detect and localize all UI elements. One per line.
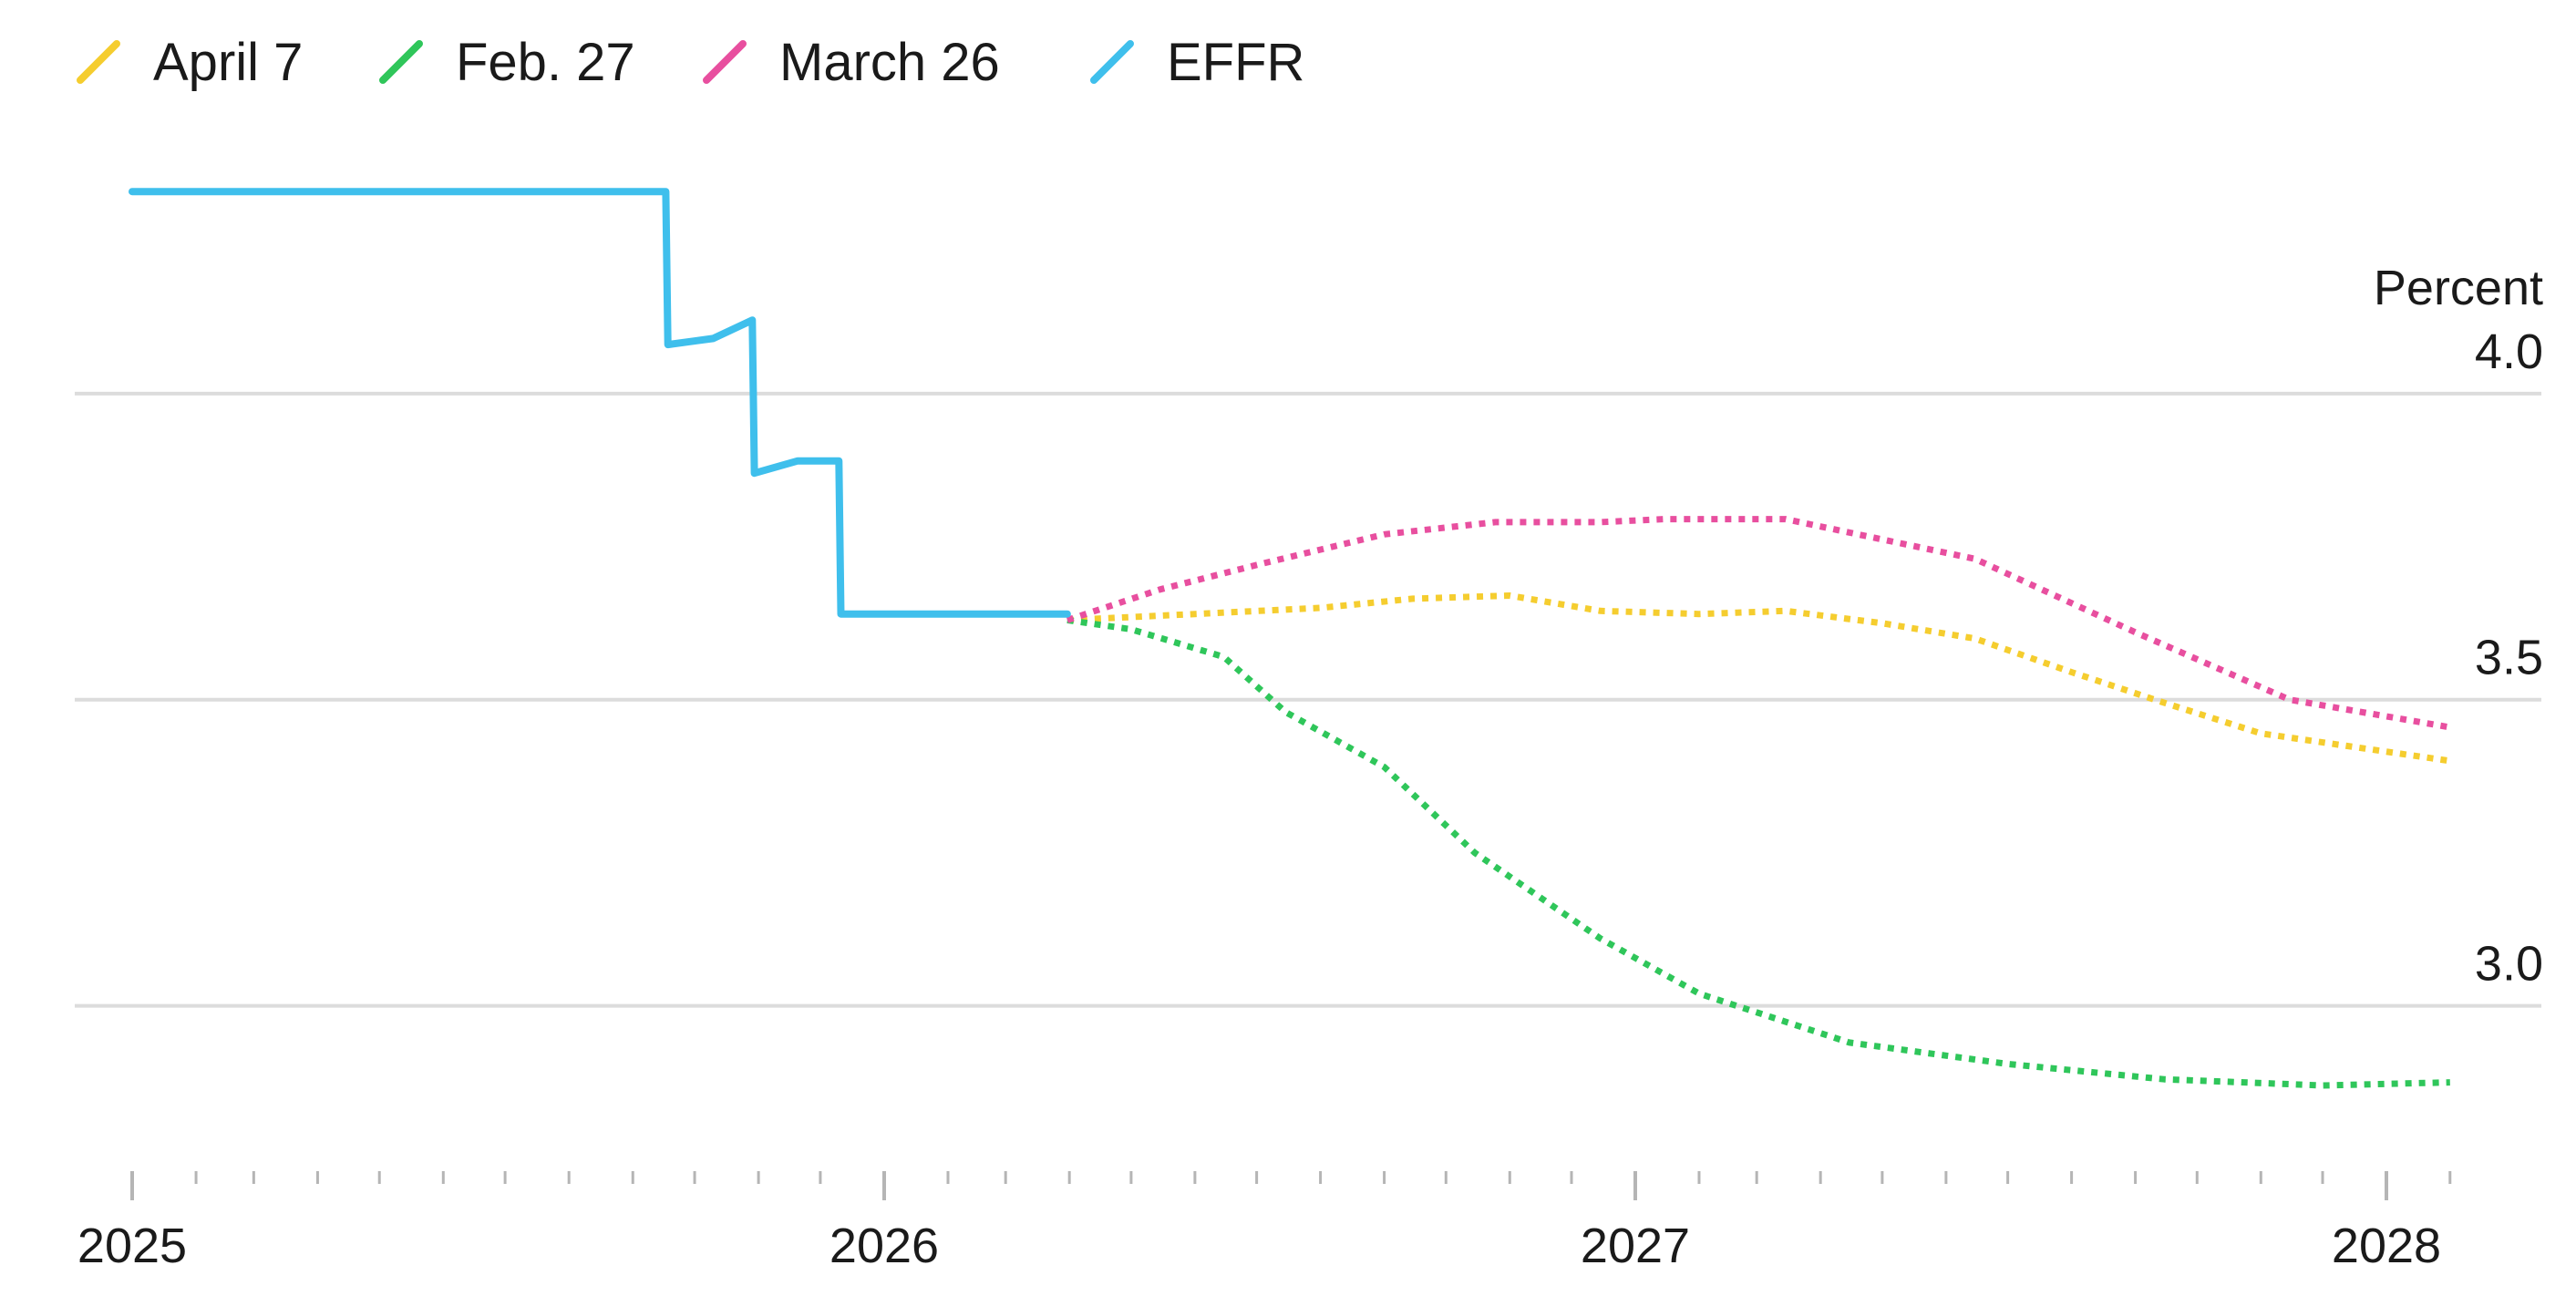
legend-swatch bbox=[379, 40, 423, 84]
x-tick-label: 2028 bbox=[2332, 1219, 2441, 1273]
legend-swatch bbox=[1090, 40, 1134, 84]
chart-legend: April 7 Feb. 27 March 26 EFFR bbox=[77, 33, 1304, 92]
gridlines bbox=[75, 391, 2541, 1008]
legend-label: Feb. 27 bbox=[456, 33, 635, 92]
x-tick-label: 2026 bbox=[829, 1219, 939, 1273]
legend-item: EFFR bbox=[1090, 33, 1304, 92]
legend-item: April 7 bbox=[77, 33, 303, 92]
series-april-7-line bbox=[1066, 592, 2451, 765]
series-march-26-line bbox=[1066, 516, 2451, 731]
x-tick-label: 2025 bbox=[77, 1219, 187, 1273]
legend-label: April 7 bbox=[153, 33, 303, 92]
y-axis-unit-label: Percent bbox=[2374, 261, 2543, 315]
legend-label: EFFR bbox=[1167, 33, 1304, 92]
y-tick-label: 4.0 bbox=[2475, 324, 2543, 379]
series-lines bbox=[129, 188, 2451, 1089]
legend-item: Feb. 27 bbox=[379, 33, 635, 92]
legend-item: March 26 bbox=[703, 33, 1000, 92]
legend-swatch bbox=[703, 40, 747, 84]
legend-label: March 26 bbox=[779, 33, 1000, 92]
x-tick-label: 2027 bbox=[1581, 1219, 1690, 1273]
legend-swatch bbox=[77, 40, 120, 84]
y-axis-ticks: 3.0 3.5 4.0 bbox=[2475, 324, 2543, 992]
y-tick-label: 3.5 bbox=[2475, 631, 2543, 685]
x-axis: 2025 2026 2027 2028 bbox=[77, 1171, 2452, 1273]
series-feb-27-line bbox=[1066, 616, 2450, 1089]
series-effr-line bbox=[129, 188, 1071, 618]
y-tick-label: 3.0 bbox=[2475, 937, 2543, 992]
